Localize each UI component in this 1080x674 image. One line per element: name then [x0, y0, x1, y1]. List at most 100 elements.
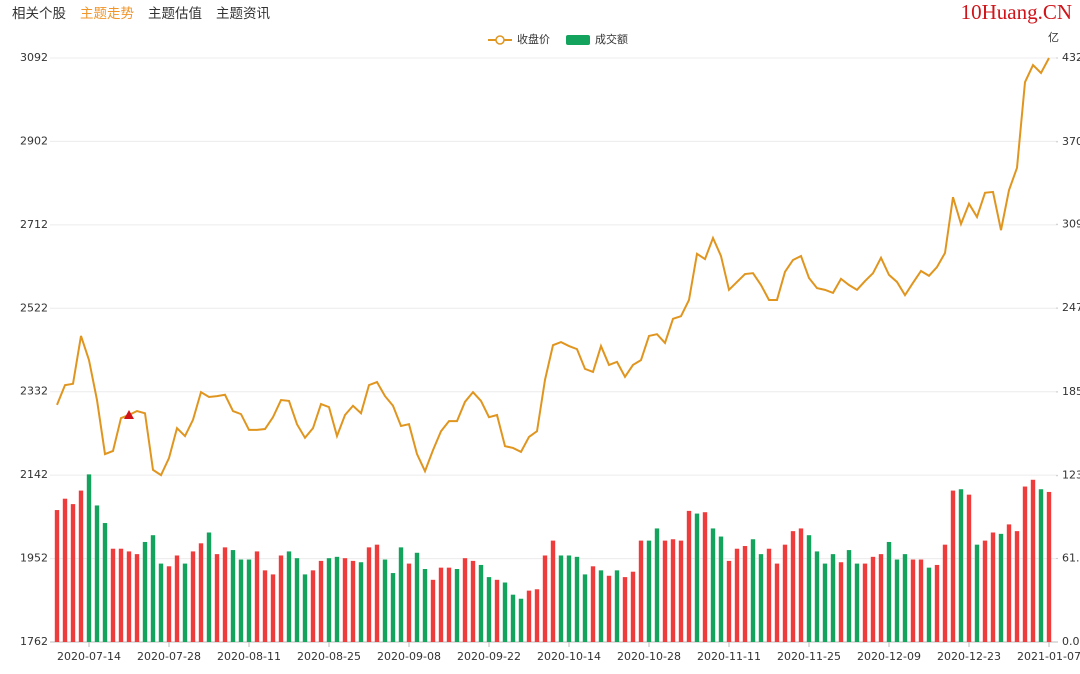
- volume-bar: [686, 510, 692, 642]
- volume-bar: [166, 566, 172, 642]
- volume-bar: [894, 559, 900, 642]
- volume-bar: [86, 474, 92, 642]
- x-tick-label: 2020-11-11: [697, 650, 761, 663]
- volume-bar: [758, 554, 764, 642]
- volume-bar: [982, 540, 988, 642]
- volume-bar: [406, 563, 412, 642]
- volume-bar: [310, 570, 316, 642]
- volume-bar: [662, 540, 668, 642]
- volume-bar: [1022, 486, 1028, 642]
- volume-bar: [582, 574, 588, 642]
- volume-bar: [398, 547, 404, 642]
- volume-bar: [222, 547, 228, 642]
- volume-bar: [742, 546, 748, 642]
- volume-bar: [566, 555, 572, 642]
- volume-bar: [534, 589, 540, 642]
- volume-bar: [102, 523, 108, 642]
- volume-bar: [262, 570, 268, 642]
- x-tick-label: 2020-10-28: [617, 650, 681, 663]
- volume-bar: [430, 579, 436, 642]
- volume-bar: [190, 551, 196, 642]
- volume-bar: [526, 590, 532, 642]
- y-tick-label: 2902: [20, 134, 48, 147]
- volume-bar: [694, 513, 700, 642]
- volume-bar: [622, 577, 628, 642]
- volume-bar: [214, 554, 220, 642]
- volume-bar: [238, 559, 244, 642]
- y2-tick-label: 123: [1062, 469, 1080, 482]
- legend-label: 成交额: [595, 32, 628, 46]
- volume-bar: [638, 540, 644, 642]
- volume-bar: [846, 550, 852, 642]
- y-tick-label: 1762: [20, 635, 48, 648]
- y2-tick-label: 61.8: [1062, 551, 1080, 564]
- volume-bar: [174, 555, 180, 642]
- tab[interactable]: 主题走势: [80, 6, 134, 22]
- volume-bar: [318, 560, 324, 642]
- volume-bar: [78, 490, 84, 642]
- y-tick-label: 2522: [20, 301, 48, 314]
- y2-tick-label: 309: [1062, 217, 1080, 230]
- volume-bar: [838, 562, 844, 642]
- volume-bar: [206, 532, 212, 642]
- watermark: 10Huang.CN: [956, 0, 1076, 25]
- volume-bar: [606, 575, 612, 642]
- close-line: [56, 57, 1050, 477]
- volume-bar: [438, 567, 444, 642]
- x-tick-label: 2020-10-14: [537, 650, 601, 663]
- volume-bar: [278, 555, 284, 642]
- volume-bar: [542, 555, 548, 642]
- volume-bar: [422, 569, 428, 642]
- volume-bar: [1030, 479, 1036, 642]
- volume-bar: [230, 550, 236, 642]
- y-tick-label: 2332: [20, 385, 48, 398]
- volume-bar: [926, 567, 932, 642]
- volume-bar: [558, 555, 564, 642]
- volume-bar: [1038, 489, 1044, 642]
- volume-bar: [302, 574, 308, 642]
- volume-bar: [574, 556, 580, 642]
- tab[interactable]: 主题资讯: [216, 6, 270, 22]
- volume-bar: [702, 512, 708, 642]
- volume-bar: [630, 571, 636, 642]
- volume-bar: [494, 579, 500, 642]
- y2-tick-label: 370: [1062, 135, 1080, 148]
- volume-bar: [270, 574, 276, 642]
- volume-bar: [246, 559, 252, 642]
- x-tick-label: 2020-08-25: [297, 650, 361, 663]
- volume-bar: [198, 543, 204, 642]
- volume-bar: [902, 554, 908, 642]
- volume-bar: [446, 567, 452, 642]
- volume-bar: [390, 573, 396, 642]
- volume-bar: [1014, 531, 1020, 642]
- volume-bar: [862, 563, 868, 642]
- y-tick-label: 2712: [20, 218, 48, 231]
- volume-bar: [342, 558, 348, 642]
- x-tick-label: 2020-09-08: [377, 650, 441, 663]
- volume-bar: [502, 582, 508, 642]
- volume-bar: [710, 528, 716, 642]
- volume-bar: [118, 548, 124, 642]
- volume-bar: [798, 528, 804, 642]
- tab[interactable]: 相关个股: [12, 6, 66, 22]
- volume-bar: [886, 541, 892, 642]
- legend-marker: [495, 35, 505, 45]
- volume-bar: [550, 540, 556, 642]
- legend-label: 收盘价: [517, 32, 550, 46]
- y2-tick-label: 247: [1062, 301, 1080, 314]
- volume-bar: [1006, 524, 1012, 642]
- volume-bar: [286, 551, 292, 642]
- volume-bar: [950, 490, 956, 642]
- volume-bar: [590, 566, 596, 642]
- y-tick-label: 1952: [20, 552, 48, 565]
- volume-bar: [942, 544, 948, 642]
- volume-bar: [126, 551, 132, 642]
- volume-bar: [806, 535, 812, 642]
- volume-bar: [646, 540, 652, 642]
- legend-item: 收盘价: [488, 32, 550, 46]
- x-tick-label: 2021-01-07: [1017, 650, 1080, 663]
- volume-bar: [366, 547, 372, 642]
- tab[interactable]: 主题估值: [148, 6, 202, 22]
- volume-bar: [774, 563, 780, 642]
